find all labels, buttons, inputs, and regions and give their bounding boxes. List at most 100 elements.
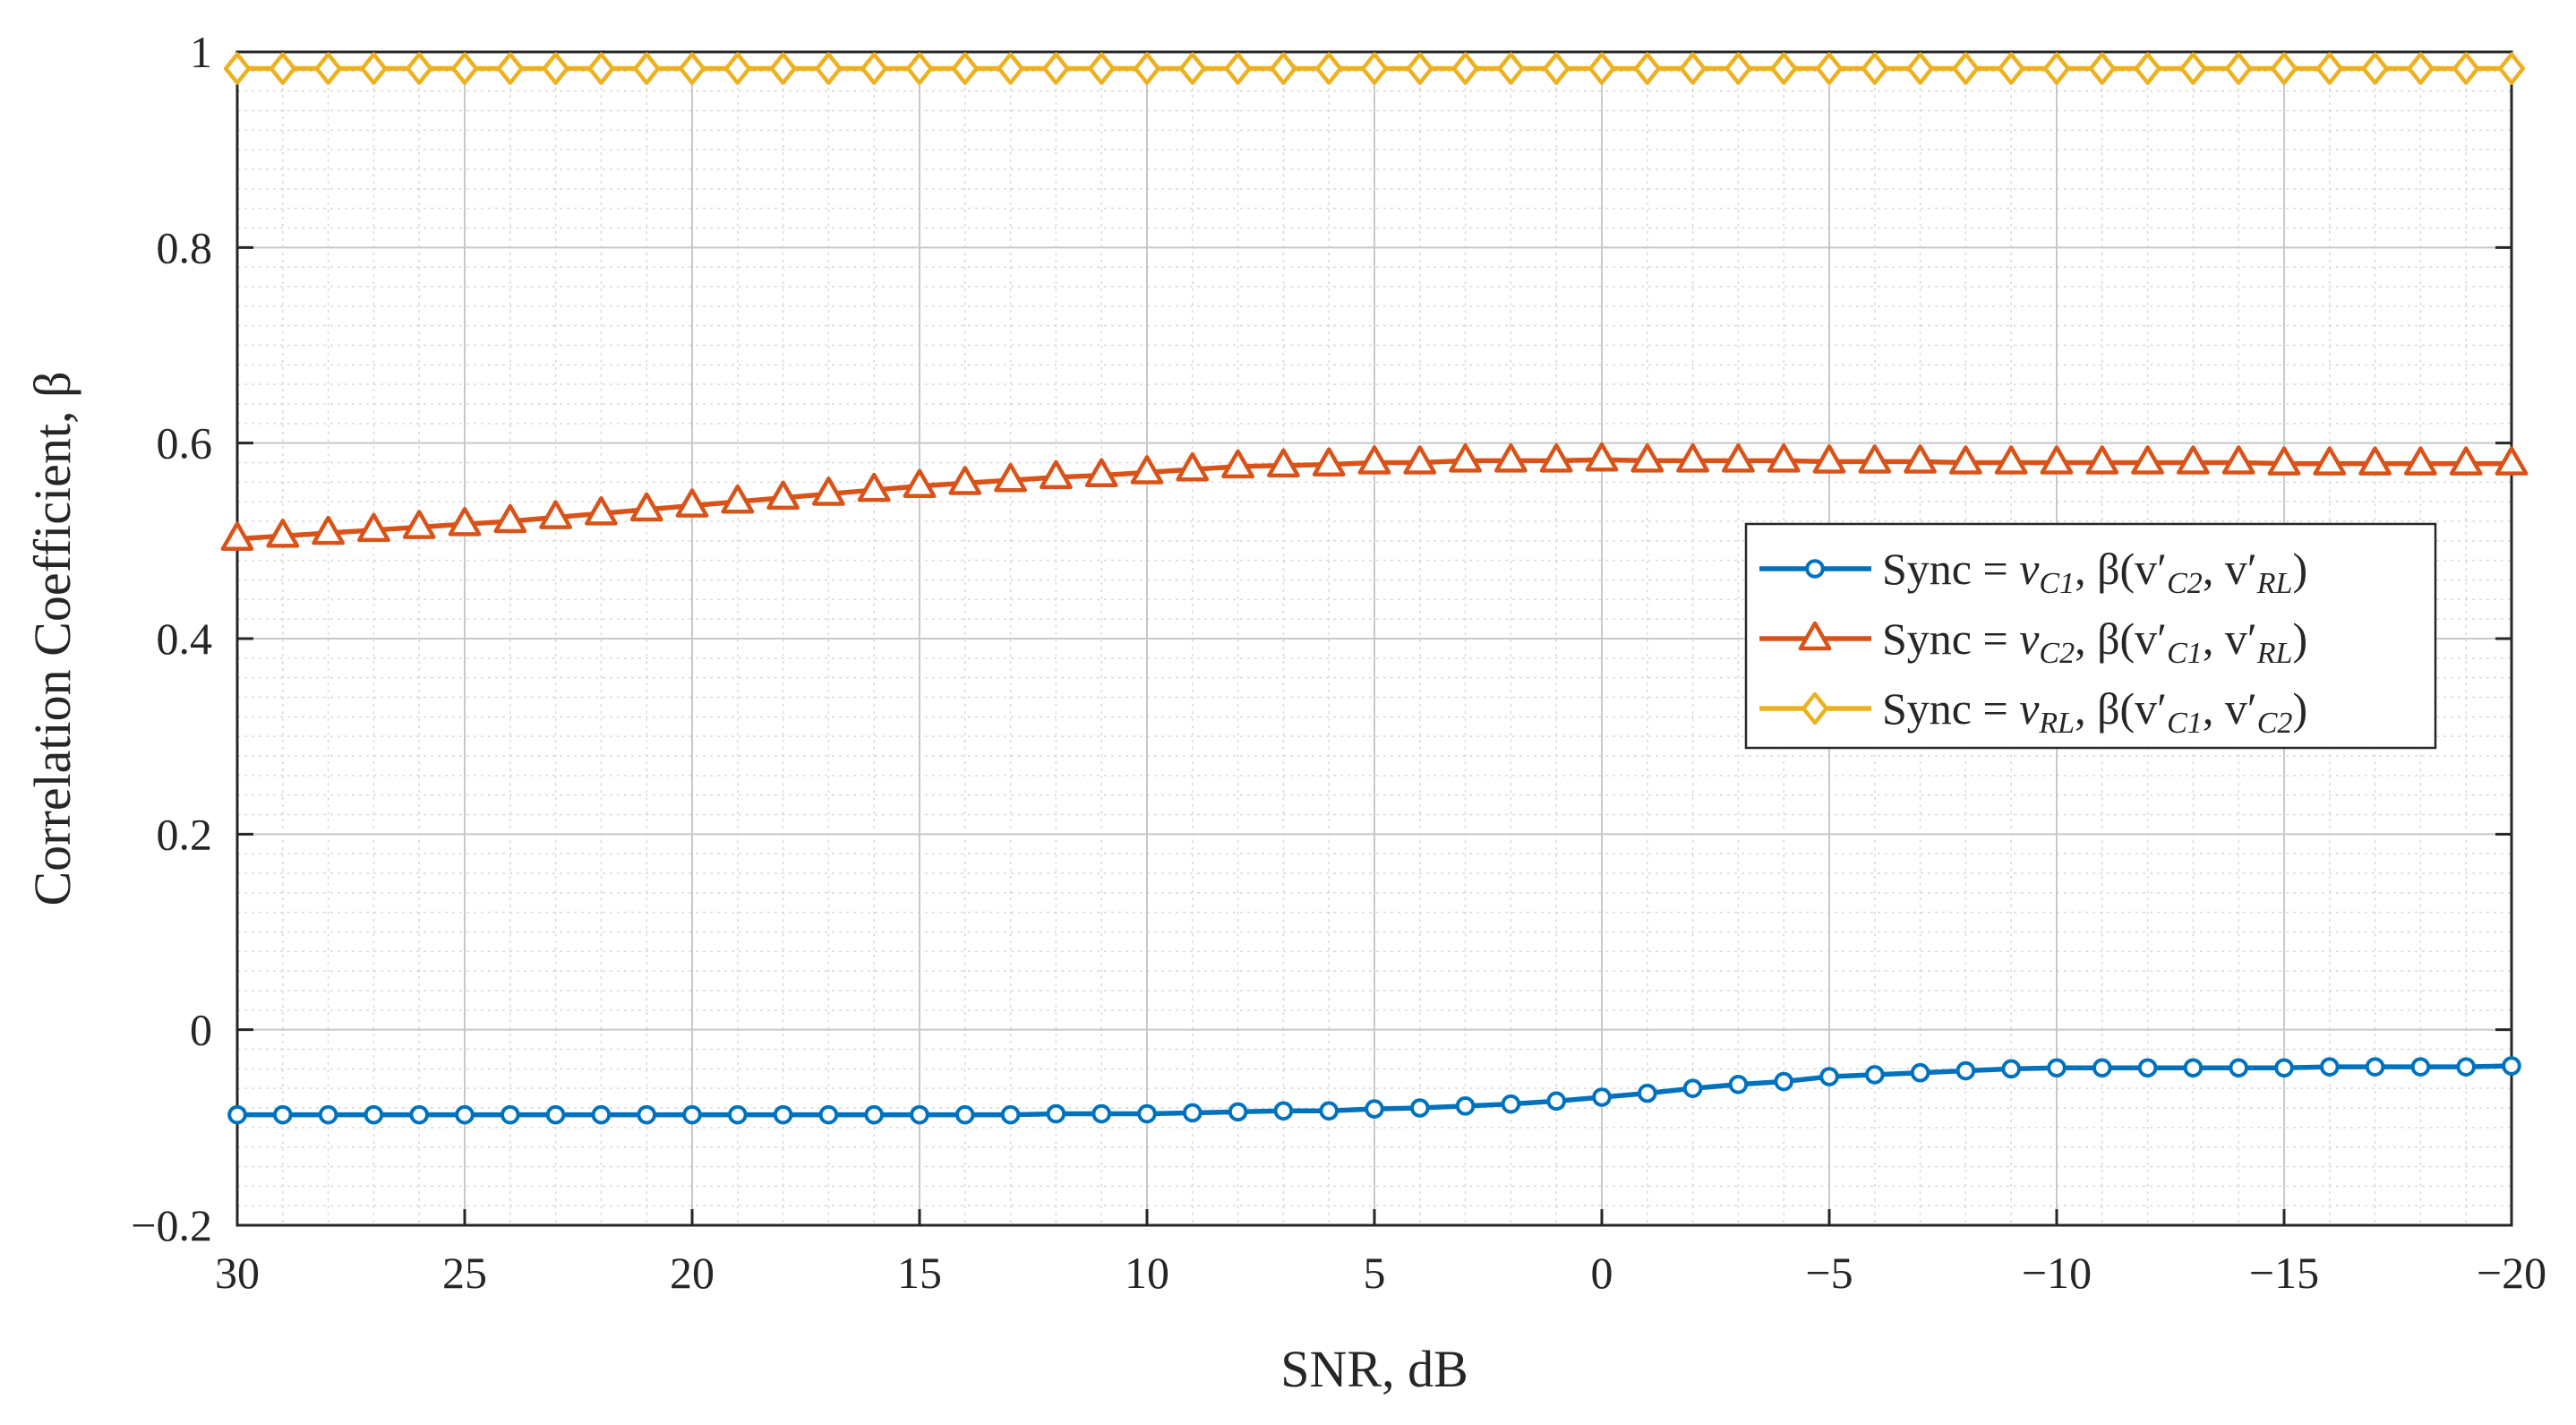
data-point	[1403, 445, 1437, 475]
data-point	[1543, 52, 1570, 85]
y-tick-label: 0.2	[157, 809, 213, 859]
data-point	[955, 1104, 975, 1125]
x-tick-label: 20	[670, 1248, 715, 1298]
data-point	[493, 503, 527, 534]
data-point	[815, 52, 843, 85]
data-point	[2040, 445, 2074, 475]
data-point	[2320, 1057, 2340, 1077]
legend-entries: Sync = vC1, β(v′C2, v′RL) Sync = vC2, β(v…	[1759, 544, 2307, 740]
data-point	[1137, 1103, 1157, 1124]
x-tick-label: −5	[1805, 1248, 1853, 1298]
x-tick-label: 15	[897, 1248, 942, 1298]
data-point	[455, 1104, 475, 1125]
data-point	[1088, 52, 1116, 85]
data-point	[1267, 448, 1300, 478]
data-point	[2042, 52, 2071, 85]
data-point	[1494, 443, 1528, 473]
data-point	[2495, 446, 2529, 476]
y-tick-label: 0.8	[157, 222, 213, 272]
data-point	[1812, 444, 1846, 474]
legend-label: Sync = vRL, β(v′C1, v′C2)	[1882, 683, 2307, 740]
data-point	[1451, 52, 1479, 85]
data-point	[633, 52, 661, 85]
data-point	[1910, 1062, 1930, 1083]
data-point	[629, 492, 663, 522]
data-point	[2177, 445, 2210, 475]
data-point	[1133, 52, 1161, 85]
data-point	[2404, 446, 2437, 476]
data-point	[448, 507, 482, 537]
data-point	[2179, 52, 2207, 85]
data-point	[728, 1104, 748, 1125]
y-tick-labels: −0.2 0 0.2 0.4 0.6 0.8 1	[131, 27, 212, 1250]
data-point	[2225, 52, 2253, 85]
data-point	[2313, 446, 2347, 476]
data-point	[2134, 52, 2161, 85]
data-point	[2088, 52, 2116, 85]
data-point	[1501, 1094, 1521, 1114]
y-tick-label: 0	[190, 1005, 212, 1055]
data-point	[773, 1104, 793, 1125]
data-point	[1906, 52, 1934, 85]
data-point	[1042, 52, 1070, 85]
data-point	[637, 1104, 657, 1125]
data-point	[721, 484, 755, 514]
data-point	[223, 52, 252, 85]
legend-marker	[1801, 691, 1829, 725]
data-point	[545, 1104, 566, 1125]
legend-label: Sync = vC2, β(v′C1, v′RL)	[1882, 614, 2307, 670]
data-point	[2001, 1059, 2021, 1079]
x-tick-label: 0	[1591, 1248, 1613, 1298]
x-tick-label: −20	[2477, 1248, 2546, 1298]
data-point	[1956, 1060, 1976, 1081]
data-point	[364, 1104, 384, 1125]
data-point	[1406, 52, 1433, 85]
series-1	[227, 1056, 2521, 1125]
data-point	[864, 1104, 885, 1125]
data-point	[1228, 1102, 1248, 1122]
data-point	[1360, 52, 1389, 85]
data-point	[539, 500, 572, 529]
data-point	[1315, 52, 1343, 85]
data-point	[409, 1104, 430, 1125]
data-point	[2358, 446, 2392, 476]
data-point	[318, 1104, 338, 1125]
data-point	[2137, 1058, 2158, 1078]
legend-marker	[1805, 559, 1825, 579]
data-point	[1767, 443, 1801, 473]
x-tick-label: 30	[215, 1248, 260, 1298]
data-point	[2274, 1058, 2294, 1078]
data-point	[1994, 445, 2028, 475]
data-point	[312, 515, 345, 545]
data-point	[496, 52, 524, 85]
data-point	[903, 468, 937, 498]
data-point	[905, 52, 934, 85]
x-tick-label: 25	[442, 1248, 487, 1298]
data-point	[948, 466, 982, 495]
data-point	[1449, 443, 1482, 473]
data-point	[406, 52, 433, 85]
data-point	[678, 52, 706, 85]
data-point	[1858, 444, 1892, 474]
data-point	[2229, 1058, 2248, 1078]
data-point	[450, 52, 479, 85]
data-point	[1000, 1104, 1021, 1125]
data-point	[766, 480, 800, 511]
data-point	[1861, 52, 1888, 85]
data-point	[2267, 446, 2301, 476]
data-point	[1728, 1075, 1749, 1095]
y-tick-label: −0.2	[131, 1200, 212, 1250]
data-point	[1176, 451, 1210, 482]
data-point	[1682, 1078, 1703, 1098]
data-point	[1588, 52, 1616, 85]
data-point	[2497, 52, 2526, 85]
series-3	[223, 52, 2526, 85]
data-point	[1585, 442, 1619, 472]
legend-entry: Sync = vRL, β(v′C1, v′C2)	[1759, 683, 2307, 740]
data-point	[1497, 52, 1525, 85]
data-point	[1722, 443, 1755, 473]
data-point	[1819, 1067, 1839, 1086]
data-point	[1638, 1083, 1657, 1103]
